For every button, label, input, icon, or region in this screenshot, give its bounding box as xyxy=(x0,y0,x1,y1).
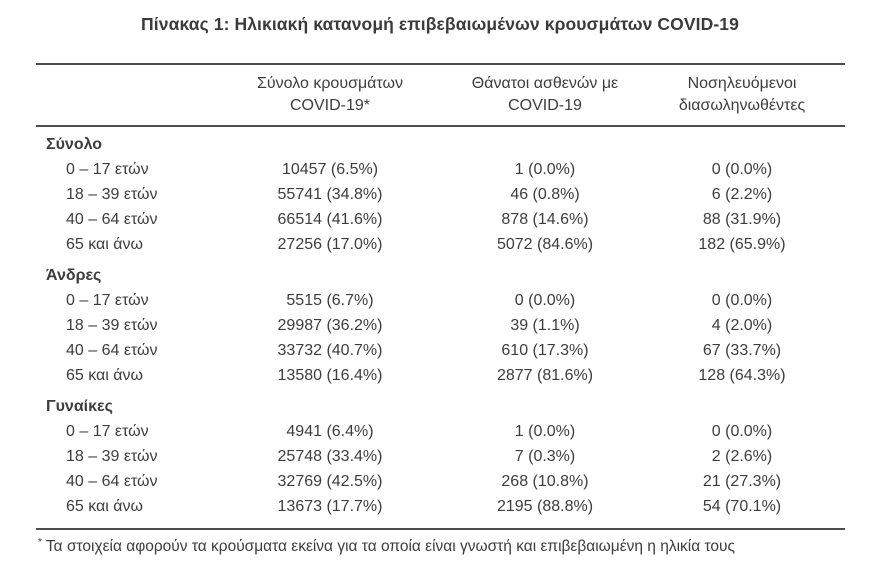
intubated-value: 0 (0.0%) xyxy=(711,291,773,309)
deaths-value: 7 (0.3%) xyxy=(514,447,576,465)
age-label: 18 – 39 ετών xyxy=(66,185,158,203)
intubated-value: 21 (27.3%) xyxy=(702,472,782,490)
age-label: 40 – 64 ετών xyxy=(66,210,158,228)
age-label: 0 – 17 ετών xyxy=(66,160,149,178)
table-header-row: Σύνολο κρουσμάτων COVID-19* Θάνατοι ασθε… xyxy=(36,65,845,127)
cases-value: 33732 (40.7%) xyxy=(277,341,383,359)
age-label: 18 – 39 ετών xyxy=(66,447,158,465)
table-section-1: Σύνολο 0 – 17 ετών 10457 (6.5%) 1 (0.0%) 0 (… xyxy=(36,132,845,257)
age-label: 0 – 17 ετών xyxy=(66,422,149,440)
header-deaths-line2: COVID-19 xyxy=(508,96,582,114)
report-page: Πίνακας 1: Ηλικιακή κατανομή επιβεβαιωμέ… xyxy=(0,14,880,556)
table-row: 0 – 17 ετών 10457 (6.5%) 1 (0.0%) 0 (0.0%) xyxy=(36,157,845,182)
intubated-value: 67 (33.7%) xyxy=(702,341,782,359)
intubated-value: 182 (65.9%) xyxy=(698,235,786,253)
table-section-2: Άνδρες 0 – 17 ετών 5515 (6.7%) 0 (0.0%) 0 (0… xyxy=(36,263,845,388)
table-row: 65 και άνω 27256 (17.0%) 5072 (84.6%) 182 (… xyxy=(36,232,845,257)
age-label: 65 και άνω xyxy=(66,235,144,253)
covid-age-distribution-table: Σύνολο κρουσμάτων COVID-19* Θάνατοι ασθε… xyxy=(36,63,845,530)
deaths-value: 5072 (84.6%) xyxy=(496,235,594,253)
age-label: 0 – 17 ετών xyxy=(66,291,149,309)
intubated-value: 0 (0.0%) xyxy=(711,160,773,178)
deaths-value: 2877 (81.6%) xyxy=(496,366,594,384)
age-label: 18 – 39 ετών xyxy=(66,316,158,334)
section-header-row: Σύνολο xyxy=(36,132,845,157)
footnote-asterisk: * xyxy=(38,537,42,548)
cases-value: 10457 (6.5%) xyxy=(281,160,379,178)
deaths-value: 2195 (88.8%) xyxy=(496,497,594,515)
intubated-value: 128 (64.3%) xyxy=(698,366,786,384)
cases-value: 13580 (16.4%) xyxy=(277,366,383,384)
section-header-row: Γυναίκες xyxy=(36,394,845,419)
deaths-value: 0 (0.0%) xyxy=(514,291,576,309)
cases-value: 29987 (36.2%) xyxy=(277,316,383,334)
deaths-value: 1 (0.0%) xyxy=(514,422,576,440)
intubated-value: 6 (2.2%) xyxy=(711,185,773,203)
cases-value: 32769 (42.5%) xyxy=(277,472,383,490)
table-row: 40 – 64 ετών 32769 (42.5%) 268 (10.8%) 21 (… xyxy=(36,469,845,494)
table-row: 0 – 17 ετών 4941 (6.4%) 1 (0.0%) 0 (0.0%) xyxy=(36,419,845,444)
table-row: 65 και άνω 13580 (16.4%) 2877 (81.6%) 128 (… xyxy=(36,363,845,388)
age-label: 40 – 64 ετών xyxy=(66,472,158,490)
table-row: 18 – 39 ετών 29987 (36.2%) 39 (1.1%) 4 (2.0… xyxy=(36,313,845,338)
cases-value: 13673 (17.7%) xyxy=(277,497,383,515)
header-intubated-line1: Νοσηλευόμενοι xyxy=(687,75,797,92)
header-intubated-line2: διασωληνωθέντες xyxy=(678,96,806,114)
deaths-value: 39 (1.1%) xyxy=(510,316,580,334)
table-row: 65 και άνω 13673 (17.7%) 2195 (88.8%) 54 (7… xyxy=(36,494,845,519)
section-label: Σύνολο xyxy=(46,135,103,153)
table-title: Πίνακας 1: Ηλικιακή κατανομή επιβεβαιωμέ… xyxy=(141,14,739,34)
header-deaths: Θάνατοι ασθενών με COVID-19 xyxy=(434,73,656,116)
intubated-value: 54 (70.1%) xyxy=(702,497,782,515)
table-row: 40 – 64 ετών 33732 (40.7%) 610 (17.3%) 67 (… xyxy=(36,338,845,363)
footnote-text: Τα στοιχεία αφορούν τα κρούσματα εκείνα … xyxy=(45,538,735,556)
table-footnote: * Τα στοιχεία αφορούν τα κρούσματα εκείνα… xyxy=(38,530,844,556)
intubated-value: 4 (2.0%) xyxy=(711,316,773,334)
table-body: Σύνολο 0 – 17 ετών 10457 (6.5%) 1 (0.0%) 0 (… xyxy=(36,127,845,528)
deaths-value: 610 (17.3%) xyxy=(501,341,589,359)
age-label: 65 και άνω xyxy=(66,497,144,515)
section-label: Άνδρες xyxy=(46,266,102,284)
header-total-cases: Σύνολο κρουσμάτων COVID-19* xyxy=(226,73,434,116)
cases-value: 55741 (34.8%) xyxy=(277,185,383,203)
header-total-cases-line1: Σύνολο κρουσμάτων xyxy=(256,75,403,92)
header-total-cases-line2: COVID-19* xyxy=(289,96,371,114)
deaths-value: 268 (10.8%) xyxy=(501,472,589,490)
deaths-value: 46 (0.8%) xyxy=(510,185,580,203)
deaths-value: 1 (0.0%) xyxy=(514,160,576,178)
header-spacer-cell xyxy=(36,73,226,116)
cases-value: 27256 (17.0%) xyxy=(277,235,383,253)
table-row: 18 – 39 ετών 25748 (33.4%) 7 (0.3%) 2 (2.6%… xyxy=(36,444,845,469)
intubated-value: 0 (0.0%) xyxy=(711,422,773,440)
table-section-3: Γυναίκες 0 – 17 ετών 4941 (6.4%) 1 (0.0%) 0 … xyxy=(36,394,845,519)
table-row: 40 – 64 ετών 66514 (41.6%) 878 (14.6%) 88 (… xyxy=(36,207,845,232)
cases-value: 4941 (6.4%) xyxy=(286,422,374,440)
age-label: 65 και άνω xyxy=(66,366,144,384)
header-deaths-line1: Θάνατοι ασθενών με xyxy=(471,75,619,92)
cases-value: 25748 (33.4%) xyxy=(277,447,383,465)
cases-value: 66514 (41.6%) xyxy=(277,210,383,228)
table-row: 0 – 17 ετών 5515 (6.7%) 0 (0.0%) 0 (0.0%) xyxy=(36,288,845,313)
cases-value: 5515 (6.7%) xyxy=(286,291,374,309)
intubated-value: 88 (31.9%) xyxy=(702,210,782,228)
table-row: 18 – 39 ετών 55741 (34.8%) 46 (0.8%) 6 (2.2… xyxy=(36,182,845,207)
intubated-value: 2 (2.6%) xyxy=(711,447,773,465)
age-label: 40 – 64 ετών xyxy=(66,341,158,359)
section-header-row: Άνδρες xyxy=(36,263,845,288)
section-label: Γυναίκες xyxy=(46,397,113,415)
deaths-value: 878 (14.6%) xyxy=(501,210,589,228)
header-intubated: Νοσηλευόμενοι διασωληνωθέντες xyxy=(656,73,845,116)
